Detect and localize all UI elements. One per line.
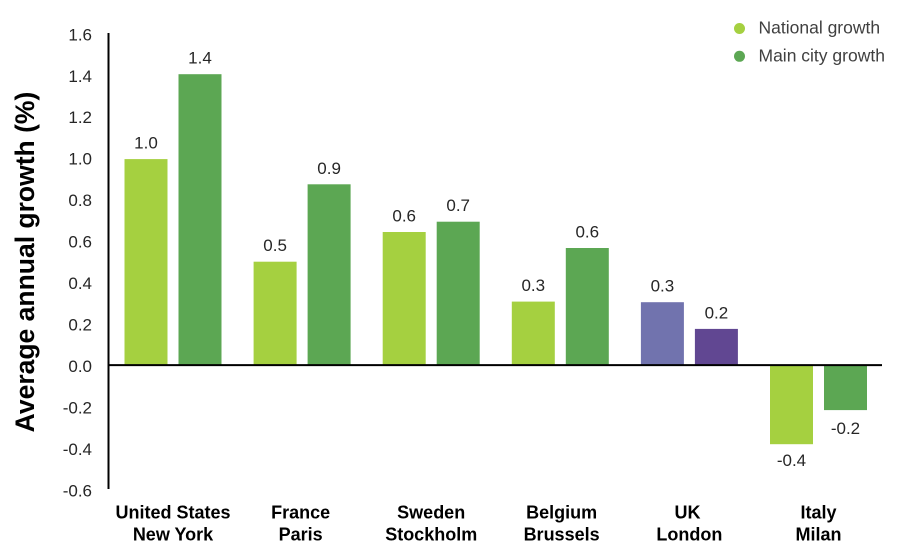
svg-text:1.2: 1.2 <box>68 108 92 127</box>
svg-text:0.2: 0.2 <box>705 303 729 322</box>
svg-text:0.5: 0.5 <box>263 236 287 255</box>
svg-text:United States: United States <box>115 503 230 523</box>
svg-text:Main city growth: Main city growth <box>759 46 885 66</box>
svg-text:Average annual growth (%): Average annual growth (%) <box>10 92 40 433</box>
svg-text:Stockholm: Stockholm <box>385 525 477 545</box>
svg-text:Paris: Paris <box>279 525 323 545</box>
svg-text:Italy: Italy <box>800 503 836 523</box>
svg-text:1.4: 1.4 <box>68 67 92 86</box>
svg-text:-0.4: -0.4 <box>63 440 92 459</box>
svg-text:0.4: 0.4 <box>68 274 92 293</box>
svg-text:0.0: 0.0 <box>68 357 92 376</box>
svg-text:France: France <box>271 503 330 523</box>
svg-text:1.4: 1.4 <box>188 49 212 68</box>
svg-text:-0.2: -0.2 <box>63 398 92 417</box>
svg-text:0.3: 0.3 <box>651 277 675 296</box>
svg-text:0.8: 0.8 <box>68 191 92 210</box>
svg-text:0.7: 0.7 <box>446 196 470 215</box>
svg-text:Belgium: Belgium <box>526 503 597 523</box>
svg-text:National growth: National growth <box>759 17 881 37</box>
svg-text:Milan: Milan <box>795 525 841 545</box>
svg-text:0.9: 0.9 <box>317 159 341 178</box>
svg-text:1.0: 1.0 <box>68 150 92 169</box>
svg-text:1.0: 1.0 <box>134 134 158 153</box>
svg-text:0.2: 0.2 <box>68 316 92 335</box>
svg-text:Brussels: Brussels <box>524 525 600 545</box>
svg-text:1.6: 1.6 <box>68 25 92 44</box>
svg-text:Sweden: Sweden <box>397 503 465 523</box>
svg-text:-0.2: -0.2 <box>831 419 860 438</box>
svg-text:0.6: 0.6 <box>392 207 416 226</box>
svg-text:London: London <box>656 525 722 545</box>
svg-text:0.6: 0.6 <box>68 233 92 252</box>
svg-text:-0.6: -0.6 <box>63 481 92 500</box>
svg-text:0.3: 0.3 <box>521 276 545 295</box>
svg-text:-0.4: -0.4 <box>777 451 806 470</box>
svg-text:UK: UK <box>675 503 701 523</box>
svg-text:0.6: 0.6 <box>575 223 599 242</box>
svg-text:New York: New York <box>133 525 214 545</box>
